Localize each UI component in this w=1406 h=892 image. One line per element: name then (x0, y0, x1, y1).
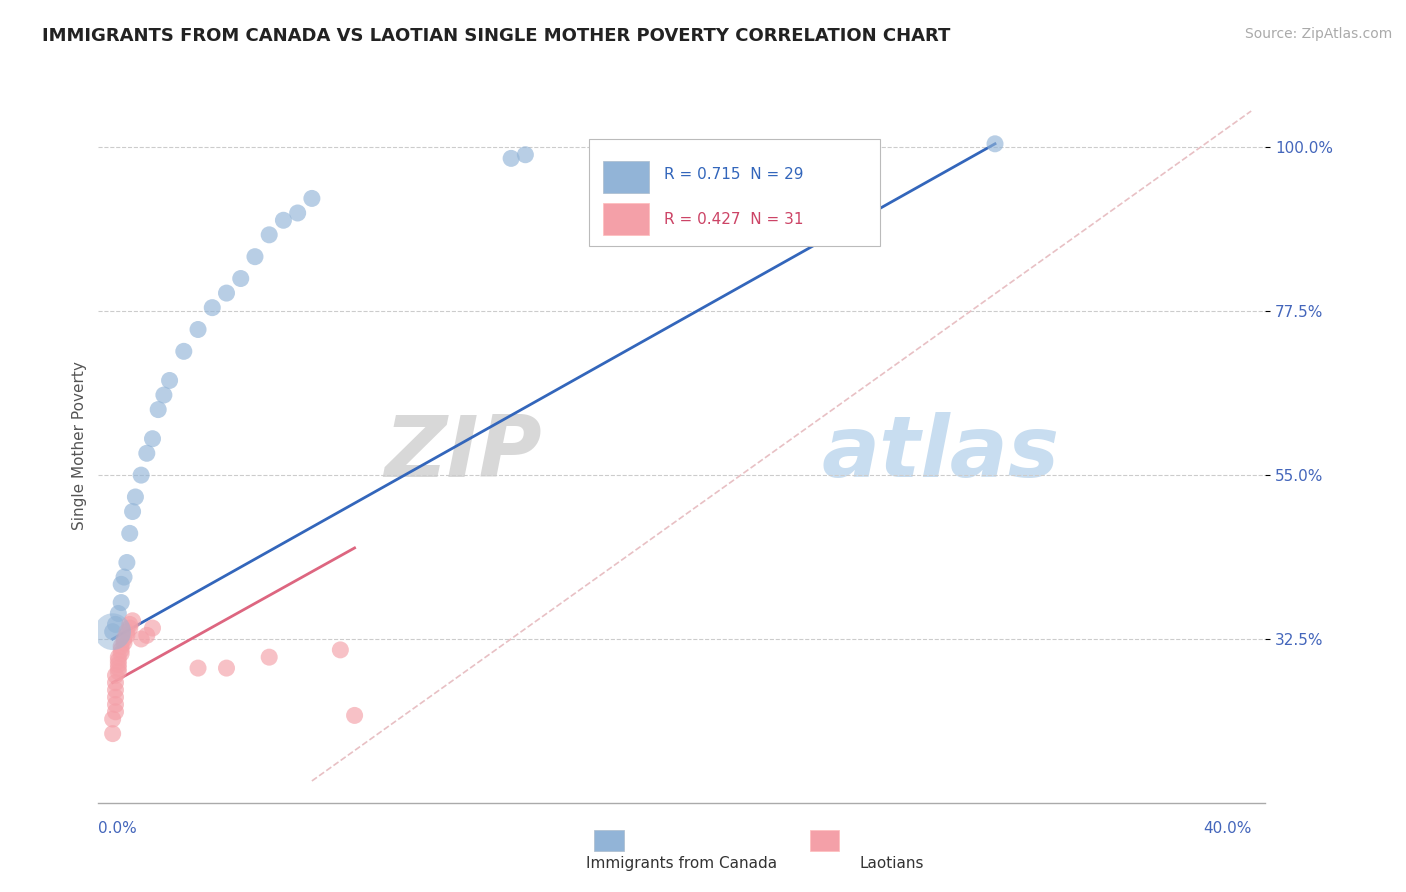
Text: ZIP: ZIP (384, 411, 541, 495)
Point (112, 632, 135, 646)
Point (107, 650, 129, 665)
Point (104, 675, 127, 690)
Point (201, 301, 224, 315)
Point (159, 374, 181, 388)
Point (107, 661, 129, 675)
Point (115, 556, 138, 570)
Text: Source: ZipAtlas.com: Source: ZipAtlas.com (1244, 27, 1392, 41)
Point (115, 628, 138, 642)
FancyBboxPatch shape (603, 203, 650, 235)
Point (301, 191, 323, 205)
Text: IMMIGRANTS FROM CANADA VS LAOTIAN SINGLE MOTHER POVERTY CORRELATION CHART: IMMIGRANTS FROM CANADA VS LAOTIAN SINGLE… (42, 27, 950, 45)
Point (229, 271, 252, 285)
Point (243, 250, 266, 264)
FancyBboxPatch shape (810, 830, 839, 851)
Point (173, 344, 195, 359)
Point (187, 661, 209, 675)
FancyBboxPatch shape (595, 830, 623, 851)
Point (107, 607, 129, 621)
Point (118, 621, 141, 635)
Y-axis label: Single Mother Poverty: Single Mother Poverty (72, 361, 87, 531)
Text: R = 0.715  N = 29: R = 0.715 N = 29 (665, 168, 804, 182)
FancyBboxPatch shape (589, 139, 880, 246)
Point (110, 639, 132, 653)
Point (141, 432, 163, 446)
Text: 40.0%: 40.0% (1202, 821, 1251, 836)
Point (257, 227, 280, 242)
Point (110, 577, 132, 591)
Point (101, 726, 124, 740)
Point (215, 661, 238, 675)
Point (101, 624, 124, 639)
Text: Immigrants from Canada: Immigrants from Canada (586, 856, 778, 871)
Point (104, 682, 127, 697)
Point (129, 632, 152, 646)
Point (104, 617, 127, 632)
Point (107, 654, 129, 668)
FancyBboxPatch shape (603, 161, 650, 193)
Point (104, 668, 127, 682)
Point (121, 614, 143, 628)
Point (104, 705, 127, 719)
Point (329, 643, 352, 657)
Text: Laotians: Laotians (859, 856, 924, 871)
Point (141, 621, 163, 635)
Point (104, 690, 127, 705)
Point (112, 570, 135, 584)
Point (187, 322, 209, 336)
Point (273, 213, 295, 227)
Point (118, 617, 141, 632)
Point (501, 152, 523, 166)
Point (118, 526, 141, 541)
Point (984, 136, 1007, 151)
Point (110, 596, 132, 610)
Text: R = 0.427  N = 31: R = 0.427 N = 31 (665, 211, 804, 227)
Point (104, 698, 127, 712)
Text: atlas: atlas (823, 411, 1060, 495)
Text: 0.0%: 0.0% (98, 821, 138, 836)
Point (112, 635, 135, 649)
Point (153, 388, 176, 402)
Point (287, 206, 309, 220)
Point (121, 504, 143, 518)
Point (101, 712, 124, 726)
Point (515, 147, 537, 161)
Point (135, 628, 157, 642)
Point (101, 624, 124, 639)
Point (135, 446, 157, 460)
Point (257, 650, 280, 665)
Point (343, 708, 366, 723)
Point (110, 643, 132, 657)
Point (110, 647, 132, 661)
Point (215, 286, 238, 301)
Point (115, 624, 138, 639)
Point (148, 402, 170, 417)
Point (107, 665, 129, 679)
Point (107, 657, 129, 672)
Point (129, 468, 152, 483)
Point (124, 490, 146, 504)
